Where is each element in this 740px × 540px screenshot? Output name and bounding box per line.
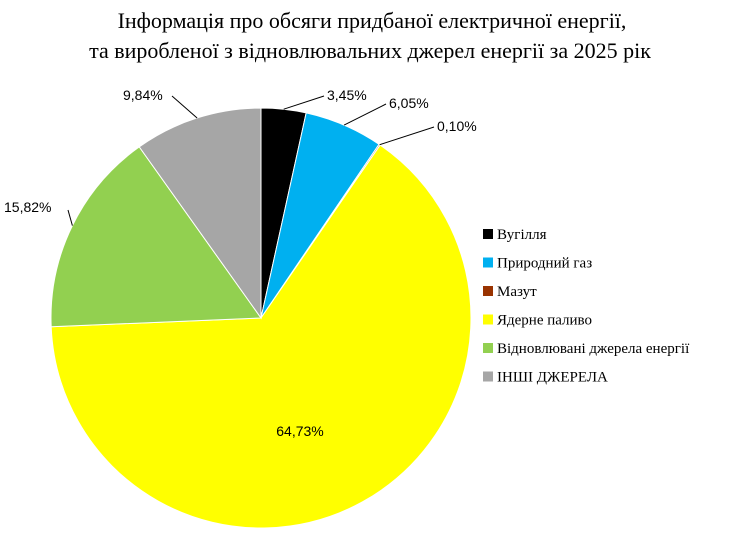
legend-swatch-renewables	[483, 343, 493, 353]
data-label-coal: 3,45%	[327, 87, 367, 103]
legend-swatch-fuel-oil	[483, 286, 493, 296]
chart-title: Інформація про обсяги придбаної електрич…	[89, 8, 651, 63]
leader-line-natural-gas	[343, 103, 387, 126]
legend-swatch-nuclear-fuel	[483, 314, 493, 325]
data-label-renewables: 15,82%	[4, 199, 51, 215]
data-label-natural-gas: 6,05%	[389, 95, 429, 111]
pie-slice-renewables	[50, 146, 262, 328]
legend-label-nuclear-fuel: Ядерне паливо	[497, 313, 592, 329]
chart-title-line-2: та виробленої з відновлювальних джерел е…	[89, 38, 651, 63]
label-leader-lines	[67, 95, 435, 226]
leader-line-fuel-oil	[379, 126, 435, 146]
legend-label-natural-gas: Природний газ	[497, 256, 592, 272]
pie-slices	[50, 107, 472, 529]
leader-line-coal	[283, 95, 325, 110]
legend-swatch-other-sources	[483, 371, 493, 382]
chart-title-line-1: Інформація про обсяги придбаної електрич…	[118, 8, 627, 33]
legend-label-fuel-oil: Мазут	[497, 284, 537, 300]
data-label-nuclear-fuel: 64,73%	[276, 423, 323, 439]
legend-swatch-natural-gas	[483, 257, 493, 268]
leader-line-renewables	[67, 209, 73, 226]
legend-swatch-coal	[483, 229, 493, 239]
legend: Вугілля Природний газ Мазут Ядерне паливо Ві…	[483, 227, 690, 386]
data-label-fuel-oil: 0,10%	[437, 118, 477, 134]
legend-label-coal: Вугілля	[497, 227, 547, 243]
data-label-other-sources: 9,84%	[123, 87, 163, 103]
legend-label-other-sources: ІНШІ ДЖЕРЕЛА	[497, 370, 608, 386]
data-labels: 3,45% 6,05% 0,10% 64,73% 15,82% 9,84%	[4, 87, 477, 439]
pie-slice-other-sources	[138, 107, 262, 320]
leader-line-other-sources	[171, 95, 198, 119]
legend-label-renewables: Відновлювані джерела енергії	[497, 341, 690, 357]
pie-slice-nuclear-fuel	[50, 144, 472, 529]
